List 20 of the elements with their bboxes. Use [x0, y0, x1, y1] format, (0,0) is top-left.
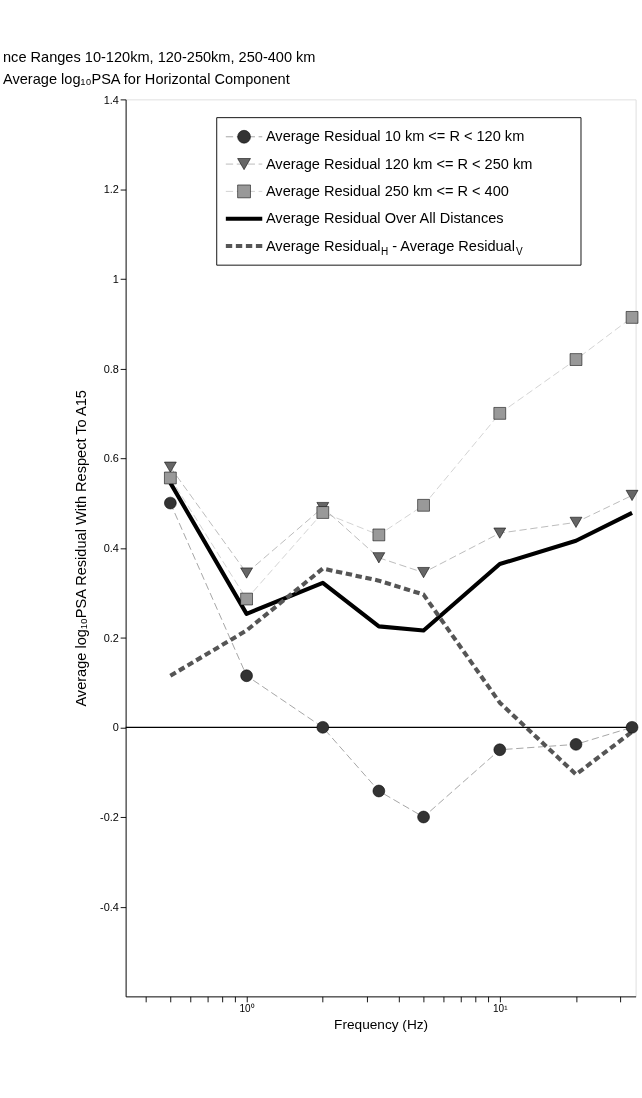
x-tick-label: 10¹: [493, 1003, 509, 1015]
y-tick-label: 1.4: [103, 93, 119, 106]
y-tick-label: 0.4: [103, 542, 119, 555]
y-tick-label: -0.2: [100, 811, 119, 824]
legend-label: Average Residual 10 km <= R < 120 km: [265, 128, 525, 145]
legend-label: Average Residual 120 km <= R < 250 km: [265, 155, 533, 172]
x-tick-label: 10⁰: [239, 1003, 255, 1015]
y-axis-title: Average log₁₀PSA Residual With Respect To A15: [73, 390, 90, 707]
legend-label: Average Residual Over All Distances: [265, 210, 504, 227]
y-tick-label: 1: [112, 272, 119, 285]
y-tick-label: 1.2: [103, 183, 119, 196]
y-tick-label: -0.4: [100, 900, 119, 913]
y-tick-label: 0.8: [103, 362, 119, 375]
y-tick-label: 0.6: [103, 452, 119, 465]
y-tick-label: 0: [112, 721, 119, 734]
chart-subtitle: Average log₁₀PSA for Horizontal Component: [3, 70, 290, 87]
y-tick-label: 0.2: [103, 631, 119, 644]
x-axis-title: Frequency (Hz): [334, 1016, 429, 1032]
legend-label: Average Residual 250 km <= R < 400: [265, 182, 509, 199]
chart-title: nce Ranges 10-120km, 120-250km, 250-400 km: [3, 49, 316, 66]
